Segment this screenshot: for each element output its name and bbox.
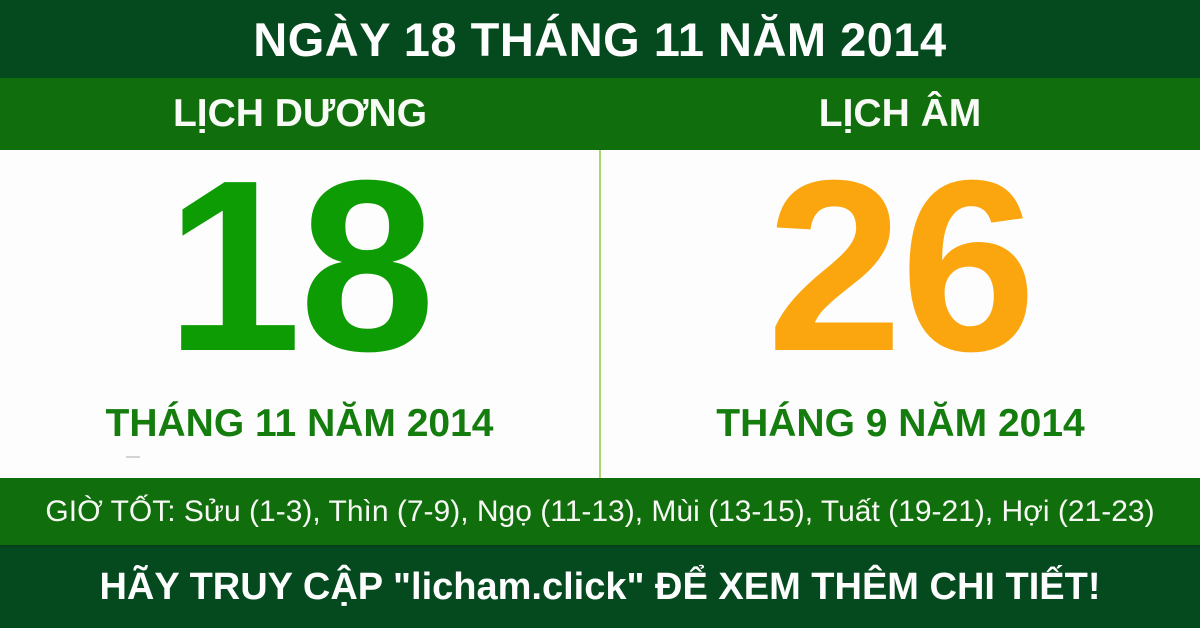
footer-call-to-action: HÃY TRUY CẬP "licham.click" ĐỂ XEM THÊM … bbox=[99, 566, 1101, 608]
lunar-day-number: 26 bbox=[766, 129, 1036, 402]
good-hours-bar: GIỜ TỐT: Sửu (1-3), Thìn (7-9), Ngọ (11-… bbox=[0, 478, 1200, 545]
solar-day-number: 18 bbox=[165, 129, 435, 402]
lunar-panel: 26 THÁNG 9 NĂM 2014 bbox=[601, 129, 1200, 478]
panel-divider bbox=[599, 150, 601, 478]
lunar-calendar-label: LỊCH ÂM bbox=[818, 92, 982, 135]
solar-month-year: THÁNG 11 NĂM 2014 bbox=[105, 402, 494, 445]
calendar-type-bar: LỊCH DƯƠNG LỊCH ÂM bbox=[0, 78, 1200, 150]
good-hours-text: GIỜ TỐT: Sửu (1-3), Thìn (7-9), Ngọ (11-… bbox=[45, 494, 1155, 528]
footer-banner: HÃY TRUY CẬP "licham.click" ĐỂ XEM THÊM … bbox=[0, 545, 1200, 628]
date-header: NGÀY 18 THÁNG 11 NĂM 2014 bbox=[0, 0, 1200, 78]
calendar-panels: 18 THÁNG 11 NĂM 2014 26 THÁNG 9 NĂM 2014 bbox=[0, 129, 1200, 478]
small-gray-mark bbox=[126, 456, 140, 458]
page-title: NGÀY 18 THÁNG 11 NĂM 2014 bbox=[253, 12, 947, 66]
solar-calendar-label: LỊCH DƯƠNG bbox=[172, 92, 428, 135]
solar-panel: 18 THÁNG 11 NĂM 2014 bbox=[0, 129, 599, 478]
lunar-month-year: THÁNG 9 NĂM 2014 bbox=[716, 402, 1085, 445]
